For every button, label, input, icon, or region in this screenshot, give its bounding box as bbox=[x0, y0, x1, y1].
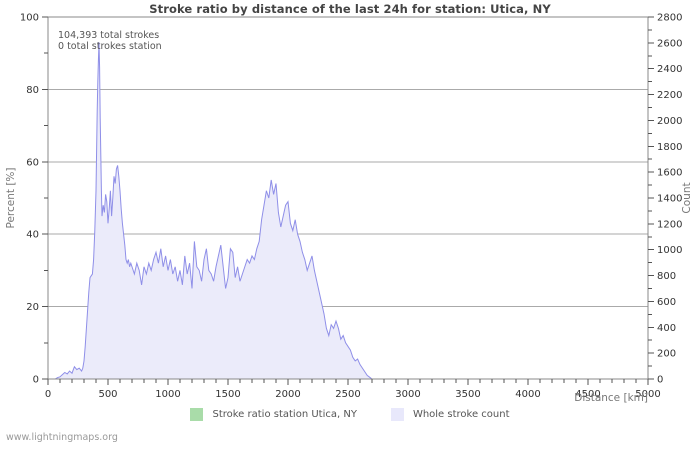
legend-label-whole-stroke-count: Whole stroke count bbox=[412, 409, 510, 420]
chart-title: Stroke ratio by distance of the last 24h… bbox=[149, 2, 551, 16]
y-axis-left-tick-label: 100 bbox=[20, 13, 39, 24]
y-axis-right-tick-label: 2400 bbox=[657, 64, 682, 75]
legend-item-stroke-ratio[interactable]: Stroke ratio station Utica, NY bbox=[190, 408, 357, 421]
y-axis-right-tick-label: 1000 bbox=[657, 245, 682, 256]
x-axis-tick-label: 1000 bbox=[155, 389, 180, 400]
x-axis-tick-label: 1500 bbox=[215, 389, 240, 400]
y-axis-left-title: Percent [%] bbox=[5, 167, 17, 228]
x-axis-title: Distance [km] bbox=[574, 392, 648, 404]
y-axis-right-tick-label: 400 bbox=[657, 323, 676, 334]
y-axis-right-tick-label: 0 bbox=[657, 375, 663, 386]
x-axis-tick-label: 4000 bbox=[515, 389, 540, 400]
y-axis-right-tick-label: 2200 bbox=[657, 90, 682, 101]
x-axis-tick-label: 500 bbox=[98, 389, 117, 400]
y-axis-right-tick-label: 1200 bbox=[657, 219, 682, 230]
chart-legend: Stroke ratio station Utica, NY Whole str… bbox=[0, 408, 700, 421]
y-axis-right-tick-label: 200 bbox=[657, 349, 676, 360]
legend-label-stroke-ratio: Stroke ratio station Utica, NY bbox=[212, 409, 357, 420]
x-axis-tick-label: 5000 bbox=[635, 389, 660, 400]
x-axis-tick-label: 2500 bbox=[335, 389, 360, 400]
x-axis-labels: 0 500 1000 1500 2000 2500 3000 3500 4000 4500 5000 bbox=[45, 389, 661, 400]
stroke-count-line bbox=[48, 42, 588, 380]
y-axis-right-labels: 0 200 400 600 800 1000 1200 1400 1600 1800 2000 220… bbox=[657, 13, 682, 386]
legend-swatch-whole-stroke-count bbox=[390, 408, 404, 421]
y-axis-left-tick-label: 0 bbox=[33, 375, 39, 386]
x-axis-tick-label: 3500 bbox=[455, 389, 480, 400]
annotation-total-strokes-station: 0 total strokes station bbox=[58, 41, 162, 52]
y-axis-left-labels: 0 20 40 60 80 100 bbox=[20, 13, 39, 386]
x-axis-tick-label: 0 bbox=[45, 389, 51, 400]
site-watermark: www.lightningmaps.org bbox=[6, 432, 118, 443]
y-axis-left-tick-label: 40 bbox=[26, 230, 39, 241]
annotation-total-strokes: 104,393 total strokes bbox=[58, 30, 159, 41]
y-axis-right-title: Count bbox=[681, 182, 693, 213]
y-axis-right-tick-label: 800 bbox=[657, 271, 676, 282]
legend-item-whole-stroke-count[interactable]: Whole stroke count bbox=[390, 408, 510, 421]
x-axis-tick-label: 2000 bbox=[275, 389, 300, 400]
y-axis-right-tick-label: 2800 bbox=[657, 13, 682, 24]
y-axis-right-tick-label: 1400 bbox=[657, 194, 682, 205]
y-axis-right-ticks bbox=[648, 16, 654, 380]
x-axis-tick-label: 4500 bbox=[575, 389, 600, 400]
y-axis-left-tick-label: 20 bbox=[26, 302, 39, 313]
y-axis-right-tick-label: 600 bbox=[657, 297, 676, 308]
y-axis-right-tick-label: 2000 bbox=[657, 116, 682, 127]
y-axis-left-tick-label: 60 bbox=[26, 157, 39, 168]
x-axis-ticks bbox=[47, 379, 649, 385]
y-axis-right-tick-label: 2600 bbox=[657, 38, 682, 49]
x-axis-tick-label: 3000 bbox=[395, 389, 420, 400]
y-axis-left-ticks bbox=[42, 16, 48, 380]
y-axis-right-tick-label: 1800 bbox=[657, 142, 682, 153]
legend-swatch-stroke-ratio bbox=[190, 408, 204, 421]
y-axis-right-tick-label: 1600 bbox=[657, 168, 682, 179]
y-axis-left-tick-label: 80 bbox=[26, 85, 39, 96]
stroke-count-area bbox=[48, 42, 588, 380]
